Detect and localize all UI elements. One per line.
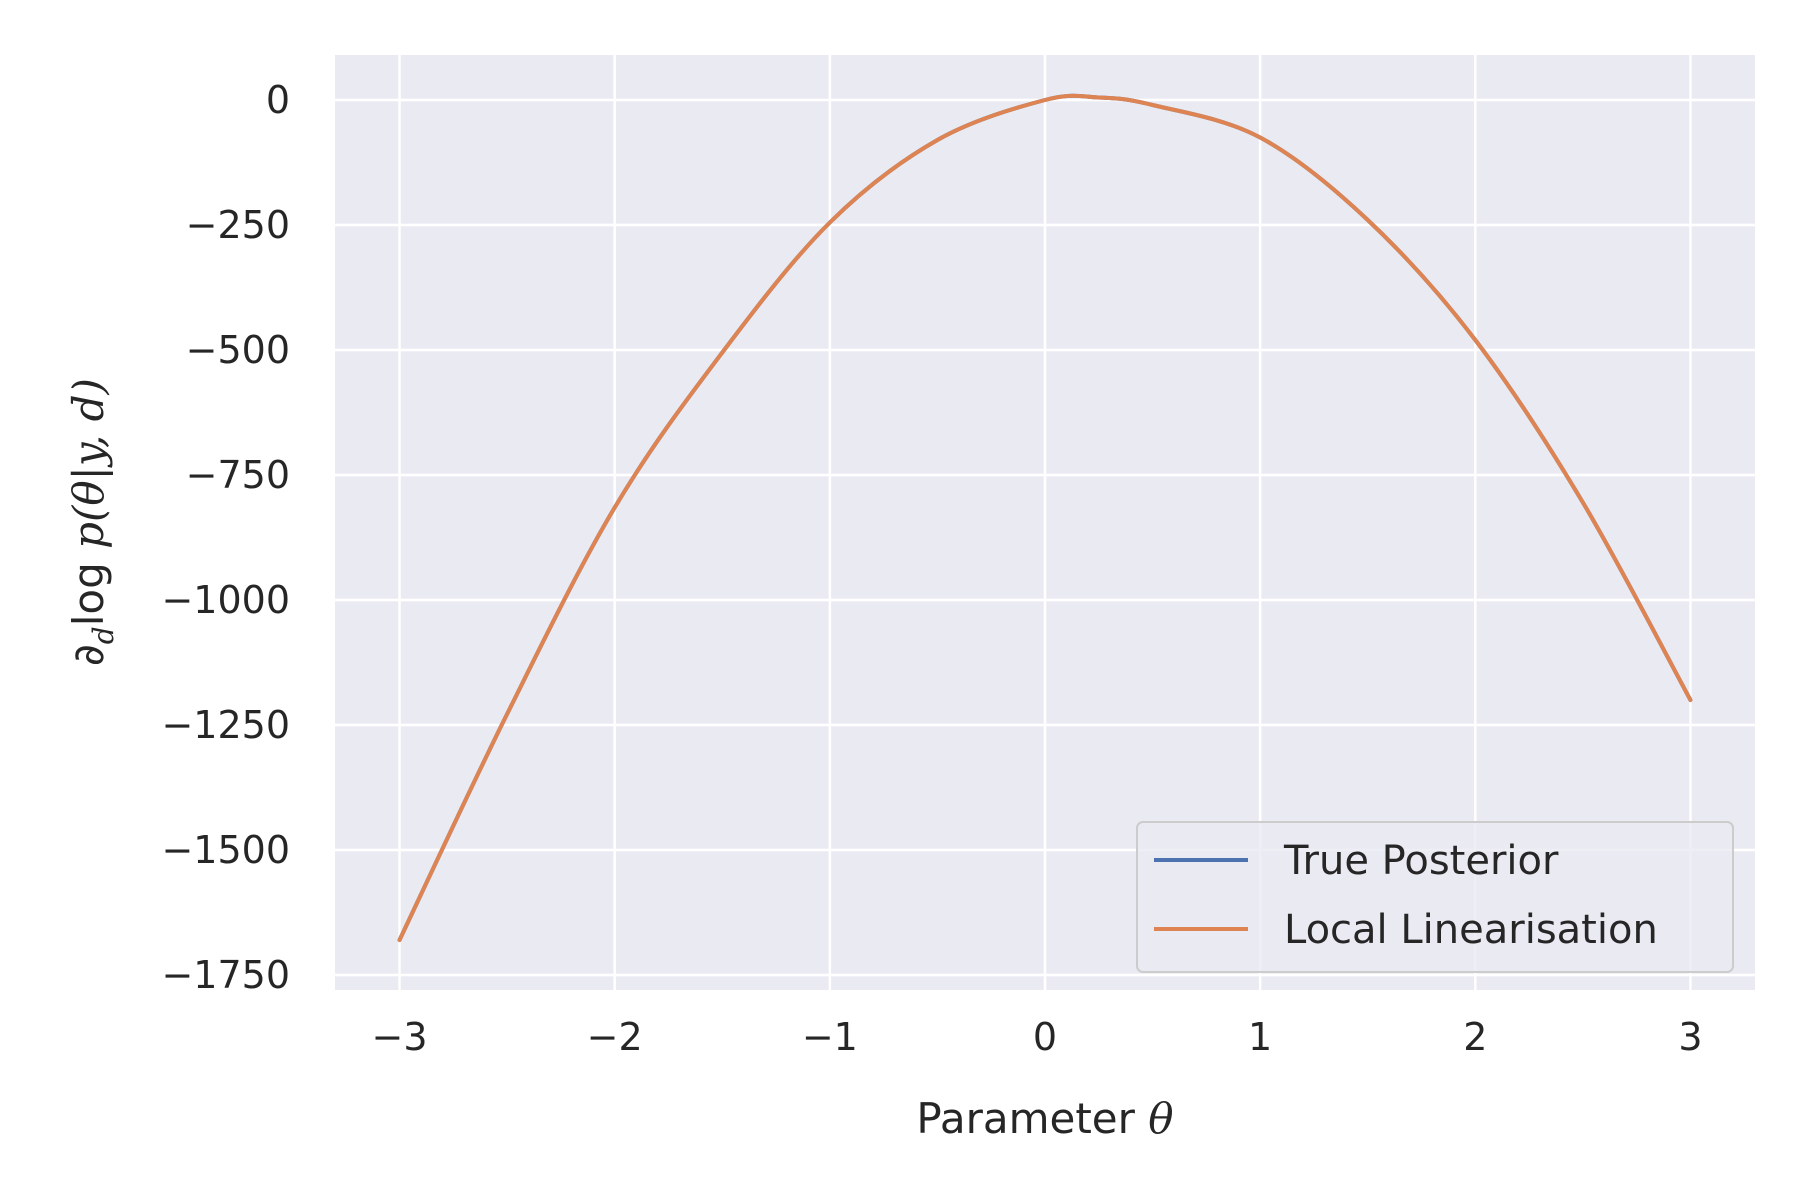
grid-layer <box>335 55 1755 990</box>
y-axis-title-subscript: d <box>87 626 120 644</box>
x-tick-label: −3 <box>372 1015 428 1059</box>
y-axis-title-log: log <box>64 562 113 626</box>
y-tick-label: −500 <box>186 328 290 372</box>
y-tick-label: −1750 <box>161 953 290 997</box>
legend-label-true-posterior: True Posterior <box>1283 838 1559 884</box>
y-axis-title: ∂dlog p(θ|y, d) <box>64 378 120 666</box>
x-axis-title: Parameter θ <box>916 1094 1173 1143</box>
y-tick-label: −750 <box>186 453 290 497</box>
x-tick-label: −1 <box>802 1015 858 1059</box>
x-tick-label: −2 <box>587 1015 643 1059</box>
y-tick-labels: 0 −250 −500 −750 −1000 −1250 −1500 −1750 <box>161 78 290 997</box>
y-tick-label: −1250 <box>161 703 290 747</box>
legend: True Posterior Local Linearisation <box>1136 821 1734 973</box>
y-axis-title-expr: p(θ|y, d) <box>64 378 113 549</box>
x-tick-label: 2 <box>1463 1015 1487 1059</box>
x-tick-label: 3 <box>1678 1015 1702 1059</box>
y-tick-label: 0 <box>266 78 290 122</box>
y-axis-title-partial: ∂ <box>64 644 113 666</box>
x-tick-label: 1 <box>1248 1015 1272 1059</box>
legend-label-local-linearisation: Local Linearisation <box>1284 907 1658 953</box>
y-tick-label: −250 <box>186 203 290 247</box>
legend-box <box>1136 821 1734 973</box>
y-tick-label: −1500 <box>161 828 290 872</box>
y-tick-label: −1000 <box>161 578 290 622</box>
x-tick-label: 0 <box>1033 1015 1057 1059</box>
series-layer <box>397 93 1693 942</box>
x-tick-labels: −3 −2 −1 0 1 2 3 <box>372 1015 1703 1059</box>
x-axis-title-text: Parameter <box>916 1094 1135 1143</box>
series-line-1 <box>397 93 1693 942</box>
x-axis-title-symbol: θ <box>1148 1094 1173 1143</box>
